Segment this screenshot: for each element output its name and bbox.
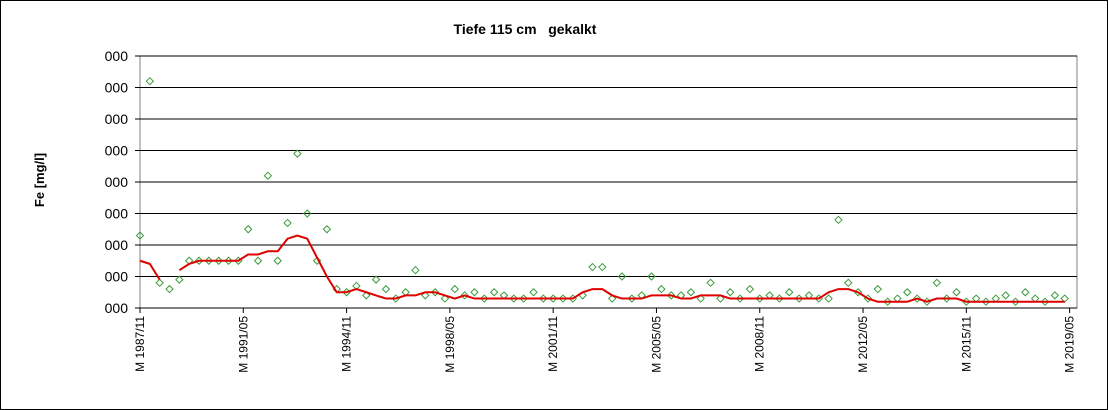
y-tick-label: 000 bbox=[105, 237, 129, 253]
data-point bbox=[1001, 291, 1010, 300]
y-tick-label: 000 bbox=[105, 300, 129, 316]
data-point bbox=[450, 284, 459, 294]
data-point bbox=[952, 288, 961, 297]
data-point bbox=[667, 291, 676, 300]
x-tick-label: M 2005/05 bbox=[649, 316, 663, 373]
data-point bbox=[903, 288, 912, 297]
data-point bbox=[529, 288, 538, 297]
data-point bbox=[647, 272, 656, 281]
data-point bbox=[165, 284, 174, 294]
data-point bbox=[293, 149, 302, 158]
data-point bbox=[844, 278, 853, 288]
y-tick-label: 000 bbox=[105, 206, 129, 222]
data-point bbox=[686, 288, 696, 297]
data-point bbox=[735, 294, 745, 303]
data-point bbox=[303, 209, 312, 218]
x-tick-label: M 2012/05 bbox=[856, 316, 870, 373]
data-point bbox=[716, 294, 725, 303]
data-point bbox=[706, 278, 715, 288]
x-tick-label: M 1987/11 bbox=[133, 316, 147, 372]
x-tick-label: M 2008/11 bbox=[753, 316, 767, 372]
trend-line bbox=[139, 234, 1065, 303]
data-point bbox=[381, 284, 391, 294]
data-point bbox=[588, 262, 597, 272]
y-tick-label: 000 bbox=[105, 143, 129, 159]
x-tick-label: M 2015/11 bbox=[959, 316, 973, 372]
data-point bbox=[489, 288, 499, 297]
data-point bbox=[145, 76, 155, 86]
data-point bbox=[253, 256, 263, 265]
data-point bbox=[204, 256, 214, 265]
data-point bbox=[548, 294, 558, 303]
data-point bbox=[411, 265, 420, 275]
data-point bbox=[273, 256, 282, 265]
data-point bbox=[480, 294, 489, 303]
data-point bbox=[194, 256, 204, 265]
data-point bbox=[135, 231, 145, 240]
y-tick-label: 000 bbox=[105, 174, 129, 190]
x-tick-label: M 1998/05 bbox=[443, 316, 457, 373]
data-point bbox=[312, 256, 322, 265]
data-point bbox=[794, 294, 804, 303]
y-tick-label: 000 bbox=[105, 111, 129, 127]
data-point bbox=[539, 294, 548, 303]
data-point bbox=[519, 294, 528, 303]
data-point bbox=[244, 225, 253, 234]
data-point bbox=[942, 294, 951, 303]
data-point bbox=[617, 272, 627, 281]
data-point bbox=[460, 291, 469, 300]
data-point bbox=[607, 294, 617, 303]
data-point bbox=[981, 297, 991, 306]
data-point bbox=[322, 225, 332, 234]
data-point bbox=[657, 284, 666, 294]
data-point bbox=[755, 294, 764, 303]
data-point bbox=[371, 275, 381, 284]
data-point bbox=[873, 284, 883, 294]
data-point bbox=[726, 288, 735, 297]
x-tick-label: M 2019/05 bbox=[1063, 316, 1077, 373]
data-point bbox=[430, 288, 440, 297]
data-point bbox=[175, 275, 184, 284]
data-point bbox=[1011, 297, 1020, 306]
data-point bbox=[155, 278, 164, 288]
data-point bbox=[558, 294, 568, 303]
data-point bbox=[362, 291, 371, 300]
data-point bbox=[509, 294, 519, 303]
y-tick-label: 000 bbox=[105, 80, 129, 96]
x-tick-label: M 1991/05 bbox=[236, 316, 250, 373]
data-point bbox=[834, 215, 843, 225]
data-point bbox=[283, 218, 292, 228]
chart-title: Tiefe 115 cm gekalkt bbox=[454, 21, 597, 37]
data-point bbox=[1040, 297, 1050, 306]
data-point bbox=[745, 284, 755, 294]
data-point bbox=[883, 297, 892, 306]
data-point bbox=[598, 262, 607, 272]
data-point bbox=[421, 291, 430, 300]
x-tick-label: M 2001/11 bbox=[546, 316, 560, 372]
data-point bbox=[440, 294, 450, 303]
y-tick-label: 000 bbox=[105, 48, 129, 64]
data-point bbox=[470, 288, 479, 297]
data-point bbox=[224, 256, 233, 265]
data-point bbox=[912, 294, 922, 303]
data-point bbox=[696, 294, 705, 303]
data-point bbox=[932, 278, 942, 288]
y-axis-label: Fe [mg/l] bbox=[32, 153, 47, 207]
x-tick-label: M 1994/11 bbox=[340, 316, 354, 372]
data-point bbox=[824, 294, 833, 303]
data-point bbox=[1021, 288, 1030, 297]
data-point bbox=[214, 256, 223, 265]
data-point bbox=[263, 171, 273, 180]
y-tick-label: 000 bbox=[105, 269, 129, 285]
data-point bbox=[627, 294, 637, 303]
data-point bbox=[775, 294, 784, 303]
data-point bbox=[785, 288, 794, 297]
data-point bbox=[1050, 291, 1060, 300]
